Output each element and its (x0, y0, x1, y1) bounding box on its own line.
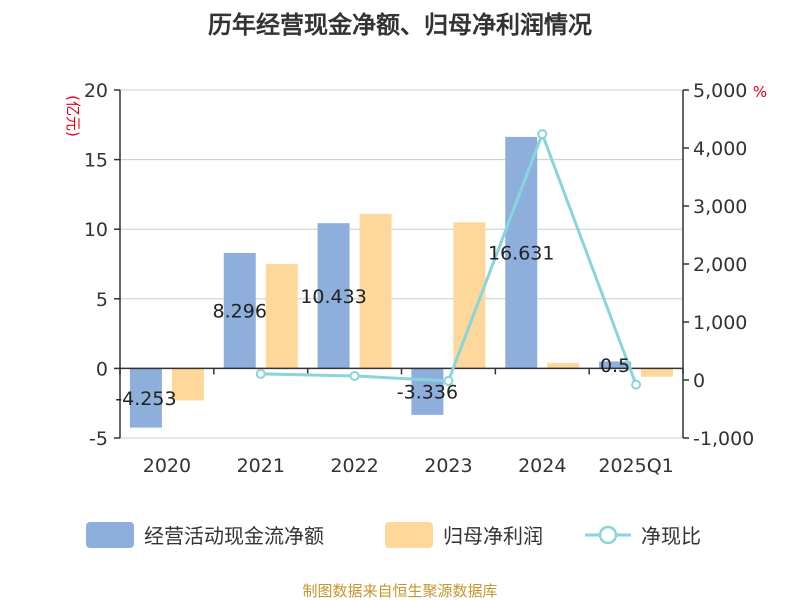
bar-operating-cashflow[interactable] (317, 223, 350, 369)
right-tick-label: 0 (693, 370, 705, 392)
data-label: -3.336 (397, 382, 458, 404)
data-labels-group: -4.253 8.296 10.433 -3.336 16.631 0.5 (115, 243, 630, 410)
left-tick-label: 15 (84, 150, 108, 172)
line-point[interactable] (443, 375, 454, 386)
x-tick-label: 2021 (237, 455, 285, 477)
right-tick-label: 2,000 (693, 254, 747, 276)
legend[interactable]: 经营活动现金流净额 归母净利润 净现比 (86, 522, 701, 548)
legend-label: 归母净利润 (443, 524, 543, 548)
legend-label: 净现比 (641, 524, 701, 548)
bar-series-group (129, 136, 674, 428)
right-tick-label: -1,000 (693, 428, 754, 450)
line-point[interactable] (631, 379, 642, 390)
legend-item[interactable]: 经营活动现金流净额 (86, 522, 324, 548)
data-label: 16.631 (488, 243, 554, 265)
right-tick-label: 5,000 (693, 80, 747, 102)
left-tick-label: 0 (96, 358, 108, 380)
bar-net-profit[interactable] (547, 362, 580, 369)
left-tick-label: 10 (84, 219, 108, 241)
right-axis-unit-label: % (753, 83, 767, 101)
x-tick-label: 2022 (330, 455, 378, 477)
legend-item[interactable]: 净现比 (585, 524, 701, 548)
bar-net-profit[interactable] (171, 368, 204, 401)
right-tick-label: 3,000 (693, 196, 747, 218)
bar-net-profit[interactable] (359, 213, 392, 369)
left-tick-label: 5 (96, 289, 108, 311)
legend-item[interactable]: 归母净利润 (385, 522, 543, 548)
data-label: 10.433 (300, 286, 366, 308)
bar-operating-cashflow[interactable] (411, 368, 444, 415)
legend-swatch (86, 522, 134, 548)
left-tick-label: -5 (89, 428, 108, 450)
data-label: 8.296 (213, 301, 267, 323)
gridlines (120, 89, 683, 439)
left-tick-label: 20 (84, 80, 108, 102)
bar-operating-cashflow[interactable] (129, 368, 162, 428)
bar-net-profit[interactable] (641, 368, 674, 377)
bar-operating-cashflow[interactable] (599, 361, 632, 369)
x-tick-label: 2025Q1 (598, 455, 673, 477)
axes-group: -5 0 5 10 15 20 -1,000 0 1,000 2,000 3,000 4,000 5,0… (84, 80, 754, 477)
line-point[interactable] (349, 370, 360, 381)
x-tick-label: 2020 (143, 455, 191, 477)
line-series-group (255, 129, 642, 390)
data-label: 0.5 (600, 355, 630, 377)
x-tick-label: 2024 (518, 455, 566, 477)
right-tick-label: 4,000 (693, 138, 747, 160)
chart-title: 历年经营现金净额、归母净利润情况 (208, 11, 592, 39)
x-tick-label: 2023 (424, 455, 472, 477)
left-axis-unit-label: (亿元) (64, 95, 82, 137)
bar-net-profit[interactable] (265, 264, 298, 369)
data-label: -4.253 (115, 388, 176, 410)
legend-marker (598, 525, 618, 545)
line-point[interactable] (255, 368, 266, 379)
legend-swatch (385, 522, 433, 548)
right-tick-label: 1,000 (693, 312, 747, 334)
bar-operating-cashflow[interactable] (505, 136, 538, 369)
bar-operating-cashflow[interactable] (223, 252, 256, 369)
source-note: 制图数据来自恒生聚源数据库 (302, 582, 497, 600)
line-point[interactable] (537, 129, 548, 140)
line-net-cash-ratio (260, 132, 638, 386)
legend-label: 经营活动现金流净额 (144, 524, 324, 548)
